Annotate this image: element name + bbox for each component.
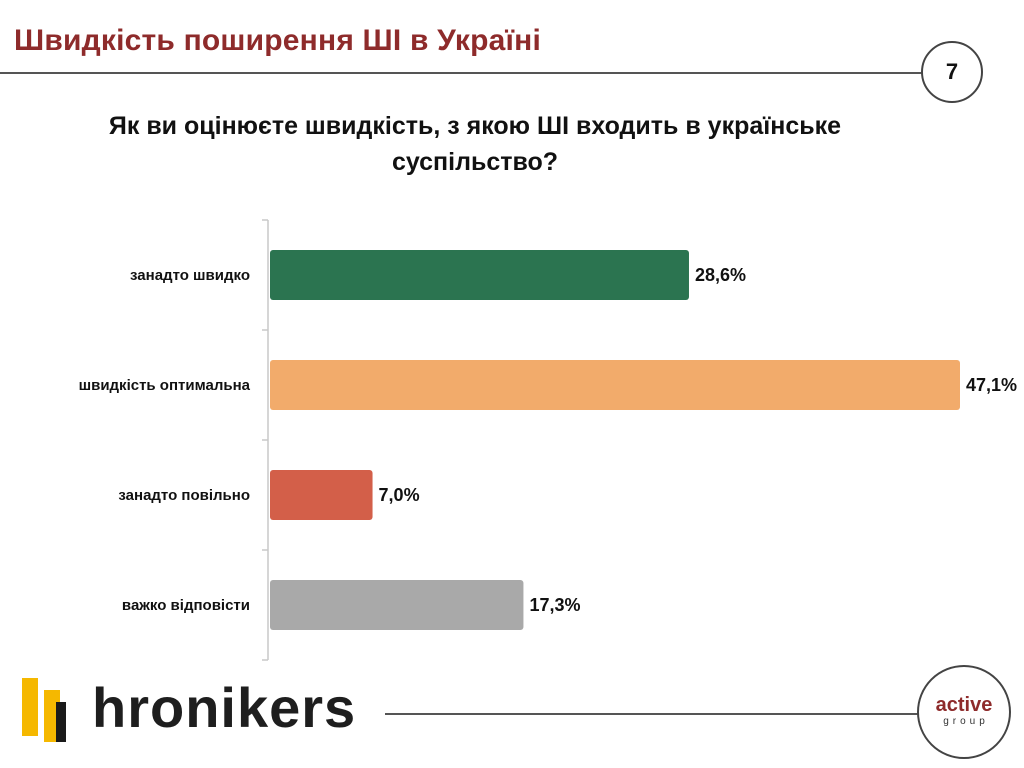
value-label: 17,3% <box>529 595 580 615</box>
logo-text: hronikers <box>92 676 357 739</box>
logo-mark <box>22 678 38 736</box>
category-label: важко відповісти <box>122 597 250 614</box>
footer-divider <box>385 713 921 715</box>
active-group-logo-sub: group <box>943 716 989 727</box>
bar <box>270 360 960 410</box>
active-group-logo: active group <box>917 665 1011 759</box>
value-label: 28,6% <box>695 265 746 285</box>
chart-title: Як ви оцінюєте швидкість, з якою ШІ вход… <box>108 112 842 176</box>
bar <box>270 580 524 630</box>
value-label: 7,0% <box>379 485 420 505</box>
active-group-logo-main: active <box>935 694 993 716</box>
category-label: занадто повільно <box>118 487 250 504</box>
header-divider <box>0 72 922 74</box>
slide-title: Швидкість поширення ШІ в Україні <box>14 24 541 57</box>
bar <box>270 250 689 300</box>
value-label: 47,1% <box>966 375 1017 395</box>
category-label: швидкість оптимальна <box>79 377 251 394</box>
logo-mark <box>56 702 66 742</box>
page-number: 7 <box>921 41 983 103</box>
category-label: занадто швидко <box>130 267 250 284</box>
bar <box>270 470 373 520</box>
hronikers-logo: hronikers <box>18 672 378 744</box>
bar-chart: занадто швидко 28,6% швидкість оптимальна 4… <box>79 219 1017 661</box>
